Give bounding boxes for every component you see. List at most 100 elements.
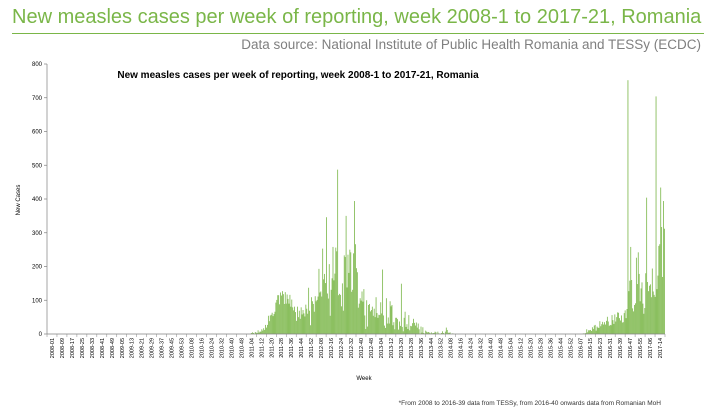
bar	[393, 322, 395, 334]
bar	[278, 295, 280, 334]
x-tick-label: 2015-04	[509, 338, 515, 358]
x-tick-label: 2011-52	[309, 338, 315, 358]
x-tick-label: 2017-06	[648, 338, 654, 358]
bar	[627, 80, 629, 334]
bar	[599, 321, 601, 334]
bars	[250, 80, 665, 335]
bar	[434, 331, 436, 334]
x-tick-label: 2012-40	[359, 338, 365, 358]
bar	[301, 314, 303, 334]
x-tick-label: 2013-12	[389, 338, 395, 358]
x-tick-label: 2011-04	[249, 338, 255, 358]
bar	[620, 320, 621, 334]
x-tick-label: 2009-29	[150, 338, 156, 358]
bar	[642, 303, 644, 335]
bar	[664, 228, 665, 334]
bar	[348, 272, 350, 334]
bar	[426, 331, 428, 334]
bar	[418, 329, 420, 334]
bar	[340, 294, 341, 334]
x-tick-label: 2014-16	[459, 338, 465, 358]
bar	[441, 332, 443, 334]
bar	[428, 331, 429, 334]
bar	[334, 273, 336, 334]
bar	[610, 325, 612, 334]
bar	[592, 328, 594, 334]
bar	[598, 327, 600, 334]
y-tick-label: 600	[32, 130, 43, 136]
bar	[611, 315, 613, 334]
x-axis-label: Week	[356, 376, 372, 382]
bar	[613, 323, 615, 335]
bar	[276, 299, 278, 334]
bar	[296, 320, 297, 334]
x-tick-label: 2016-23	[598, 338, 604, 358]
x-tick-label: 2012-32	[349, 338, 355, 358]
bar	[410, 325, 412, 334]
bar	[368, 304, 369, 334]
bar	[300, 307, 302, 334]
bar	[387, 317, 389, 334]
x-tick-label: 2010-48	[239, 338, 245, 358]
bar	[649, 285, 650, 334]
bar	[420, 326, 422, 334]
bar	[298, 310, 300, 334]
bar	[444, 331, 446, 334]
bar	[370, 310, 372, 334]
bar	[306, 308, 308, 334]
bar	[635, 257, 637, 334]
x-tick-label: 2016-15	[588, 338, 594, 358]
bar	[374, 317, 376, 335]
bar	[647, 282, 649, 334]
bar	[312, 303, 314, 334]
bar	[255, 332, 257, 334]
bar	[328, 264, 330, 334]
x-tick-label: 2008-25	[80, 338, 86, 358]
bar	[616, 317, 618, 335]
bar	[603, 324, 604, 334]
bar	[378, 314, 380, 334]
bar	[274, 311, 276, 334]
bar	[332, 246, 334, 334]
bar	[650, 297, 652, 334]
bar	[257, 330, 259, 334]
bar	[358, 303, 360, 335]
bar	[326, 293, 328, 334]
bar	[303, 313, 305, 334]
bar	[362, 301, 364, 334]
x-tick-label: 2010-08	[190, 338, 196, 358]
x-tick-label: 2010-40	[229, 338, 235, 358]
bar	[433, 332, 435, 334]
bar	[287, 298, 289, 334]
bar	[350, 252, 352, 334]
bar	[311, 301, 313, 334]
bar	[322, 248, 324, 334]
bar	[267, 324, 268, 334]
bar	[267, 315, 269, 334]
bar	[606, 320, 607, 334]
bar	[390, 306, 392, 334]
bar	[339, 293, 340, 334]
bar	[586, 329, 588, 334]
x-tick-label: 2010-32	[219, 338, 225, 358]
bar	[353, 253, 354, 334]
bar	[327, 298, 329, 334]
bar	[429, 332, 430, 334]
bar	[411, 326, 413, 334]
x-tick-label: 2009-37	[160, 338, 166, 358]
bar	[285, 303, 287, 335]
x-tick-label: 2011-12	[259, 338, 265, 358]
bar	[313, 311, 315, 334]
bar	[661, 227, 663, 334]
bar	[644, 308, 646, 334]
bar	[408, 315, 410, 334]
y-tick-label: 100	[32, 298, 43, 304]
bar	[659, 244, 661, 334]
bar	[259, 331, 261, 334]
bar	[376, 313, 378, 334]
bar	[321, 296, 323, 334]
x-tick-label: 2012-48	[369, 338, 375, 358]
bar	[314, 296, 316, 334]
bar	[608, 325, 610, 334]
